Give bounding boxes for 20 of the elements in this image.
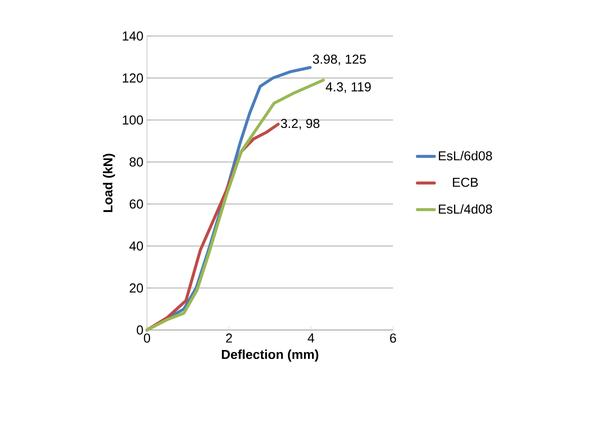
x-tick-label: 4 (308, 334, 314, 342)
y-tick-label: 20 (130, 283, 143, 293)
y-tick-label: 60 (130, 199, 143, 209)
y-tick-label: 100 (122, 115, 143, 125)
annotation: 3.2, 98 (280, 118, 320, 130)
y-tick-label: 0 (136, 325, 143, 335)
y-tick-label: 40 (129, 241, 143, 251)
y-axis-title: Load (kN) (102, 154, 116, 212)
x-tick-label: 0 (144, 334, 150, 343)
y-tick-label: 120 (122, 73, 143, 83)
y-tick-label: 140 (122, 31, 143, 41)
legend-label: EsL/4d08 (438, 204, 492, 214)
y-tick-label: 80 (130, 157, 143, 167)
x-tick-label: 2 (226, 334, 232, 343)
legend-label: ECB (452, 178, 478, 187)
annotation: 4.3, 119 (326, 82, 371, 93)
x-axis-title: Deflection (mm) (222, 350, 318, 362)
annotation: 3.98, 125 (312, 54, 366, 66)
legend-label: EsL/6d08 (438, 150, 492, 160)
x-tick-label: 6 (390, 334, 396, 343)
